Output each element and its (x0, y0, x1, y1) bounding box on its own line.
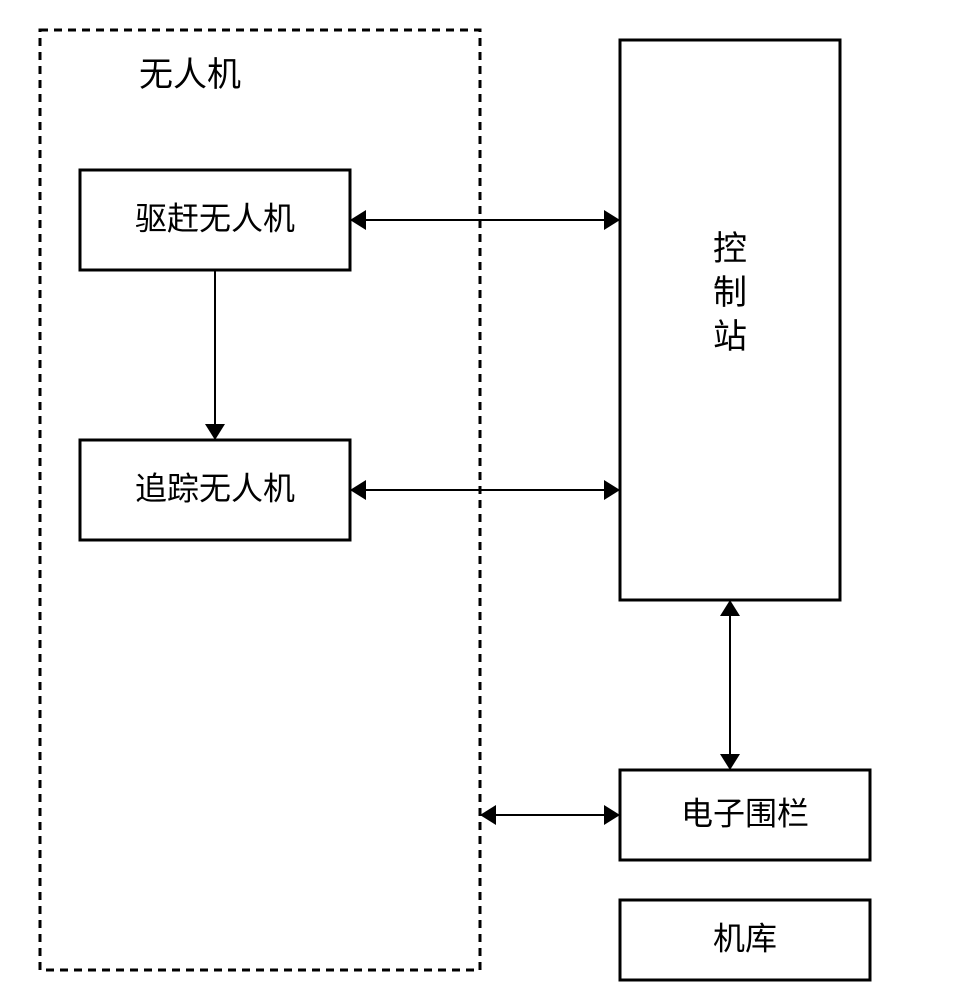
drive-label: 驱赶无人机 (135, 200, 295, 236)
control-label: 控 (713, 230, 747, 268)
fence-label: 电子围栏 (681, 795, 809, 831)
uav-group-title: 无人机 (139, 56, 241, 94)
control-label: 站 (713, 318, 747, 356)
control-label: 制 (713, 275, 747, 312)
track-label: 追踪无人机 (135, 470, 295, 506)
hangar-label: 机库 (713, 920, 777, 956)
